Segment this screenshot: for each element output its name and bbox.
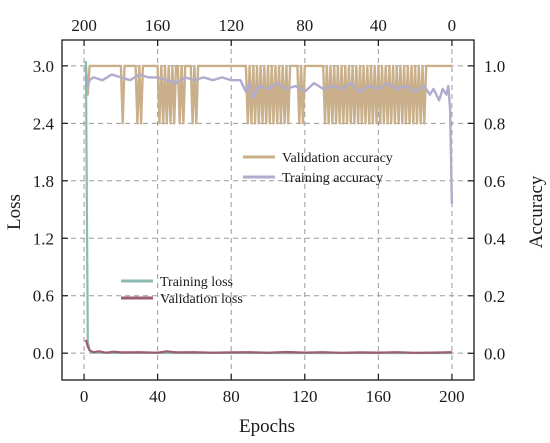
x-tick-label-bottom: 120	[292, 387, 318, 406]
legend-loss: Training loss Validation loss	[121, 275, 243, 307]
y-axis-title-right: Accuracy	[526, 175, 547, 248]
x-tick-label-bottom: 0	[80, 387, 89, 406]
series-line-validation-accuracy	[84, 64, 452, 125]
y-axis-title-left: Loss	[4, 194, 25, 230]
x-tick-label-bottom: 40	[149, 387, 166, 406]
x-tick-label-top: 40	[370, 16, 387, 35]
x-tick-label-bottom: 80	[223, 387, 240, 406]
x-tick-label-bottom: 160	[366, 387, 392, 406]
x-tick-label-bottom: 200	[439, 387, 465, 406]
y-tick-label-right: 0.6	[484, 172, 505, 191]
legend-label-validation-accuracy: Validation accuracy	[282, 151, 393, 166]
x-tick-label-top: 200	[71, 16, 97, 35]
y-tick-label-right: 0.2	[484, 287, 505, 306]
x-tick-label-top: 120	[218, 16, 244, 35]
y-tick-label-left: 1.2	[33, 229, 54, 248]
tick-layer: 0 40 80 120 160 200 200 160 120 80 40 0 0.0 0.6 1.2 1.8…	[33, 16, 506, 406]
legend-accuracy: Validation accuracy Training accuracy	[243, 151, 393, 186]
legend-label-training-accuracy: Training accuracy	[282, 171, 383, 186]
legend-label-training-loss: Training loss	[160, 275, 233, 290]
y-tick-label-left: 0.0	[33, 344, 54, 363]
y-tick-label-left: 0.6	[33, 287, 54, 306]
y-tick-label-left: 2.4	[33, 114, 55, 133]
y-tick-label-left: 1.8	[33, 172, 54, 191]
y-tick-label-right: 1.0	[484, 57, 505, 76]
y-tick-label-right: 0.0	[484, 344, 505, 363]
x-tick-label-top: 0	[448, 16, 457, 35]
x-tick-label-top: 160	[145, 16, 171, 35]
series-line-training-accuracy	[84, 71, 454, 204]
plot-frame	[61, 39, 475, 381]
y-tick-label-right: 0.4	[484, 229, 506, 248]
legend-label-validation-loss: Validation loss	[160, 292, 243, 307]
y-tick-label-right: 0.8	[484, 114, 505, 133]
x-tick-label-top: 80	[296, 16, 313, 35]
x-axis-title: Epochs	[239, 416, 295, 437]
series-line-validation-loss	[84, 339, 452, 354]
y-tick-label-left: 3.0	[33, 57, 54, 76]
series-layer	[84, 61, 454, 355]
